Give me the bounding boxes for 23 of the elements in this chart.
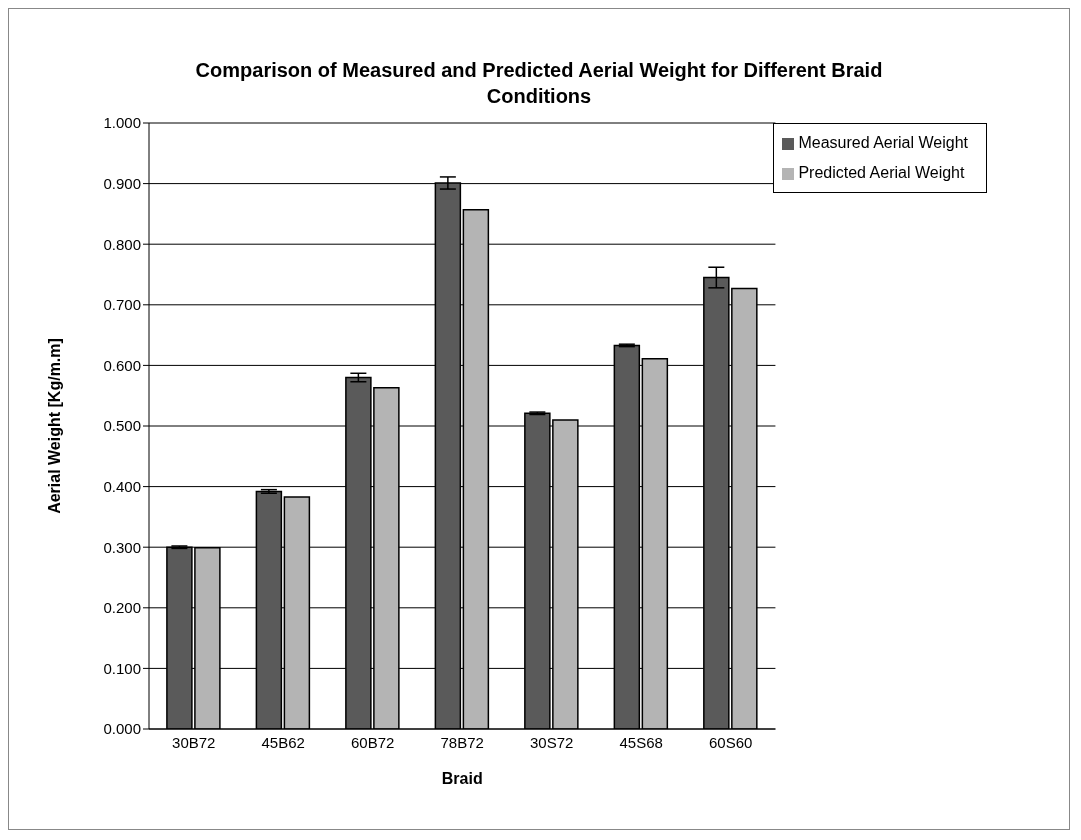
y-tick-label: 0.600	[103, 356, 141, 374]
x-axis-title: Braid	[441, 770, 483, 787]
y-tick-label: 0.700	[103, 296, 141, 314]
x-tick-label: 45S68	[619, 733, 663, 751]
y-tick-label: 0.300	[103, 538, 141, 556]
y-tick-label: 0.500	[103, 417, 141, 435]
legend-label: Predicted Aerial Weight	[798, 164, 965, 181]
x-tick-label: 30S72	[530, 733, 574, 751]
y-tick-label: 0.200	[103, 599, 141, 617]
x-tick-label: 60B72	[351, 733, 395, 751]
y-tick-label: 0.100	[103, 659, 141, 677]
y-tick-label: 0.000	[103, 720, 141, 738]
y-axis-title: Aerial Weight [Kg/m.m]	[45, 338, 63, 514]
legend-label: Measured Aerial Weight	[798, 134, 968, 151]
x-tick-label: 60S60	[708, 733, 753, 751]
y-tick-label: 0.900	[103, 174, 141, 192]
y-tick-label: 1.000	[103, 114, 141, 132]
x-tick-label: 78B72	[440, 733, 484, 751]
x-tick-label: 30B72	[172, 733, 216, 751]
chart-title: Comparison of Measured and Predicted Aerial Weight for Different Braid Conditions	[194, 58, 884, 109]
y-tick-label: 0.400	[103, 477, 141, 495]
y-tick-label: 0.800	[103, 235, 141, 253]
x-tick-label: 45B62	[261, 733, 305, 751]
